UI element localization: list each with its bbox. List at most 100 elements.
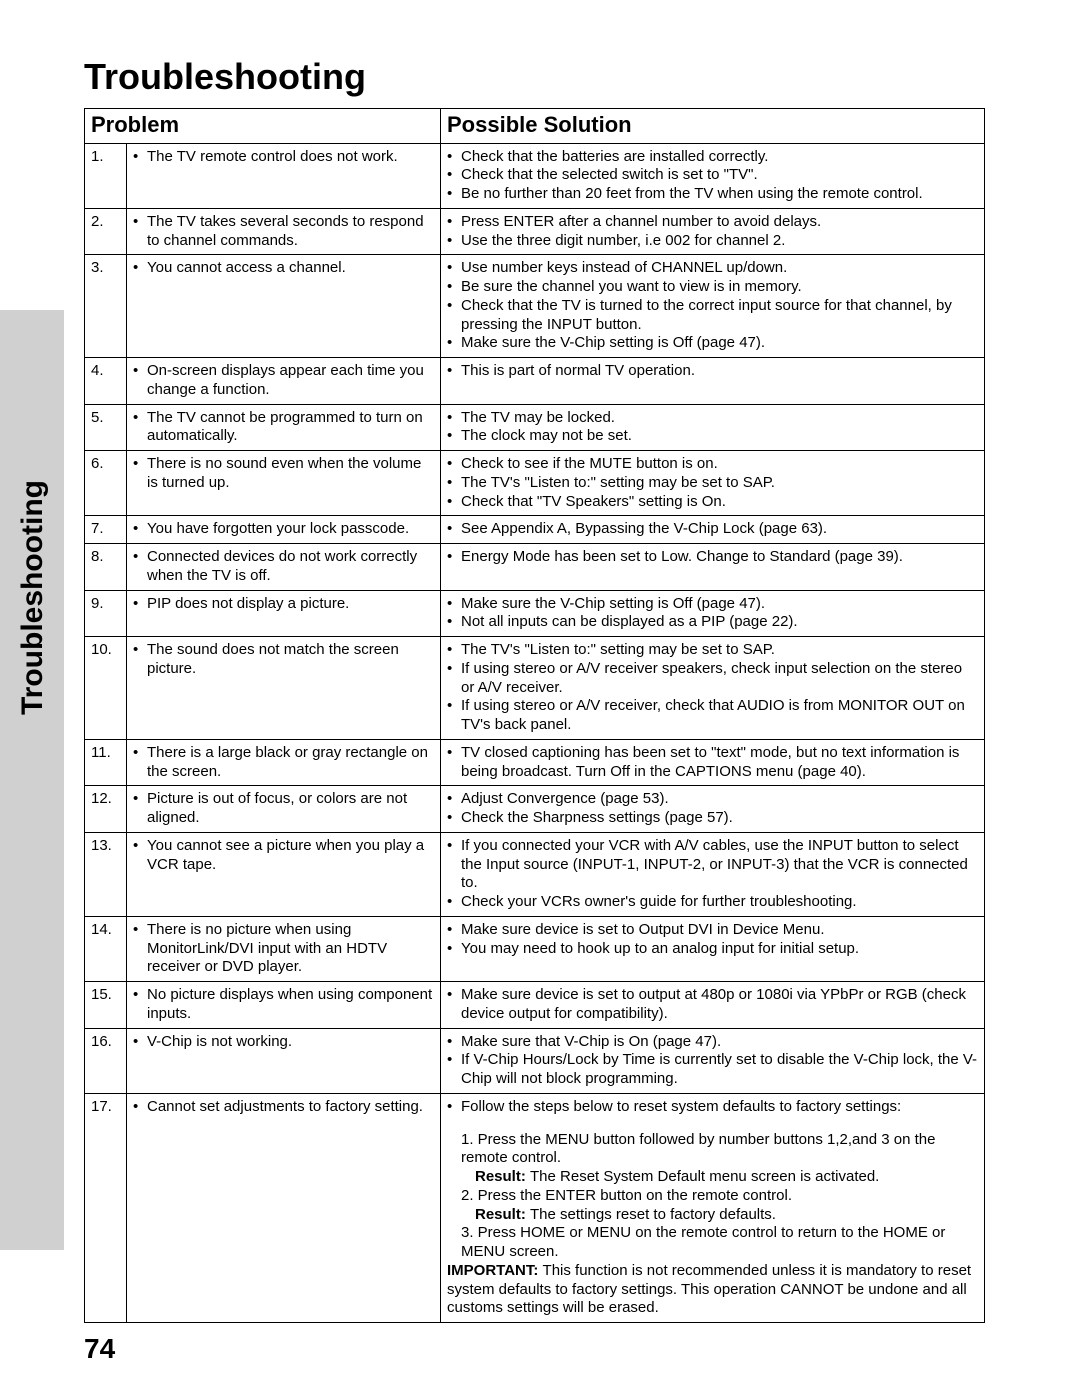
- row-number: 8.: [85, 544, 127, 591]
- result-label: Result:: [475, 1206, 530, 1223]
- problem-cell: On-screen displays appear each time you …: [127, 358, 441, 405]
- solution-item: Check that "TV Speakers" setting is On.: [447, 493, 978, 512]
- solution-item: The clock may not be set.: [447, 427, 978, 446]
- problem-cell: The TV takes several seconds to respond …: [127, 208, 441, 255]
- table-row: 14.There is no picture when using Monito…: [85, 916, 985, 981]
- row-number: 11.: [85, 739, 127, 786]
- solution-list: Make sure device is set to Output DVI in…: [447, 921, 978, 959]
- problem-list: Picture is out of focus, or colors are n…: [133, 790, 434, 828]
- solution-list: Check to see if the MUTE button is on.Th…: [447, 455, 978, 511]
- table-row: 9. PIP does not display a picture. Make su…: [85, 590, 985, 637]
- problem-list: The TV remote control does not work.: [133, 148, 434, 167]
- problem-list: V-Chip is not working.: [133, 1033, 434, 1052]
- solution-item: The TV may be locked.: [447, 409, 978, 428]
- table-row: 17.Cannot set adjustments to factory set…: [85, 1093, 985, 1322]
- row-number: 4.: [85, 358, 127, 405]
- problem-list: There is no sound even when the volume i…: [133, 455, 434, 493]
- problem-list: You cannot see a picture when you play a…: [133, 837, 434, 875]
- problem-item: PIP does not display a picture.: [133, 595, 434, 614]
- problem-cell: You cannot see a picture when you play a…: [127, 832, 441, 916]
- solution-item: If using stereo or A/V receiver, check t…: [447, 697, 978, 735]
- table-row: 13.You cannot see a picture when you pla…: [85, 832, 985, 916]
- solution-list: Make sure that V-Chip is On (page 47).If…: [447, 1033, 978, 1089]
- table-row: 1.The TV remote control does not work.Ch…: [85, 143, 985, 208]
- manual-page: Troubleshooting Troubleshooting Problem …: [0, 0, 1080, 1397]
- solution-item: Press ENTER after a channel number to av…: [447, 213, 978, 232]
- solution-list: Use number keys instead of CHANNEL up/do…: [447, 259, 978, 353]
- solution-step: 2. Press the ENTER button on the remote …: [447, 1187, 978, 1206]
- problem-cell: No picture displays when using component…: [127, 982, 441, 1029]
- row-number: 2.: [85, 208, 127, 255]
- problem-item: On-screen displays appear each time you …: [133, 362, 434, 400]
- solution-item: Check that the TV is turned to the corre…: [447, 297, 978, 335]
- row-number: 6.: [85, 451, 127, 516]
- solution-item: See Appendix A, Bypassing the V-Chip Loc…: [447, 520, 978, 539]
- problem-item: No picture displays when using component…: [133, 986, 434, 1024]
- table-row: 6.There is no sound even when the volume…: [85, 451, 985, 516]
- solution-cell: Check to see if the MUTE button is on.Th…: [441, 451, 985, 516]
- problem-list: The TV takes several seconds to respond …: [133, 213, 434, 251]
- problem-cell: There is no sound even when the volume i…: [127, 451, 441, 516]
- solution-item: TV closed captioning has been set to "te…: [447, 744, 978, 782]
- solution-cell: Make sure device is set to output at 480…: [441, 982, 985, 1029]
- table-row: 2.The TV takes several seconds to respon…: [85, 208, 985, 255]
- solution-list: This is part of normal TV operation.: [447, 362, 978, 381]
- solution-cell: Energy Mode has been set to Low. Change …: [441, 544, 985, 591]
- row-number: 16.: [85, 1028, 127, 1093]
- row-number: 12.: [85, 786, 127, 833]
- col-header-problem: Problem: [85, 109, 441, 144]
- solution-list: If you connected your VCR with A/V cable…: [447, 837, 978, 912]
- row-number: 15.: [85, 982, 127, 1029]
- problem-item: Cannot set adjustments to factory settin…: [133, 1098, 434, 1117]
- solution-item: Check that the batteries are installed c…: [447, 148, 978, 167]
- problem-list: Connected devices do not work correctly …: [133, 548, 434, 586]
- side-tab-label: Troubleshooting: [16, 480, 50, 715]
- table-row: 4.On-screen displays appear each time yo…: [85, 358, 985, 405]
- solution-item: Be no further than 20 feet from the TV w…: [447, 185, 978, 204]
- important-label: IMPORTANT:: [447, 1262, 543, 1279]
- row-number: 14.: [85, 916, 127, 981]
- table-row: 16. V-Chip is not working. Make sure that …: [85, 1028, 985, 1093]
- problem-list: On-screen displays appear each time you …: [133, 362, 434, 400]
- solution-item: Use the three digit number, i.e 002 for …: [447, 232, 978, 251]
- solution-item: Be sure the channel you want to view is …: [447, 278, 978, 297]
- solution-item: Energy Mode has been set to Low. Change …: [447, 548, 978, 567]
- solution-list: Follow the steps below to reset system d…: [447, 1098, 978, 1117]
- problem-list: PIP does not display a picture.: [133, 595, 434, 614]
- content-area: Troubleshooting Problem Possible Solutio…: [84, 56, 984, 1323]
- problem-item: Connected devices do not work correctly …: [133, 548, 434, 586]
- problem-cell: The TV remote control does not work.: [127, 143, 441, 208]
- solution-list: Press ENTER after a channel number to av…: [447, 213, 978, 251]
- solution-list: Make sure device is set to output at 480…: [447, 986, 978, 1024]
- solution-list: The TV's "Listen to:" setting may be set…: [447, 641, 978, 735]
- problem-cell: Picture is out of focus, or colors are n…: [127, 786, 441, 833]
- solution-item: Make sure device is set to output at 480…: [447, 986, 978, 1024]
- page-number: 74: [84, 1333, 115, 1365]
- table-row: 12.Picture is out of focus, or colors ar…: [85, 786, 985, 833]
- solution-cell: Make sure that V-Chip is On (page 47).If…: [441, 1028, 985, 1093]
- problem-cell: You have forgotten your lock passcode.: [127, 516, 441, 544]
- solution-list: Energy Mode has been set to Low. Change …: [447, 548, 978, 567]
- important-note: IMPORTANT: This function is not recommen…: [447, 1262, 978, 1318]
- row-number: 7.: [85, 516, 127, 544]
- row-number: 9.: [85, 590, 127, 637]
- problem-cell: You cannot access a channel.: [127, 255, 441, 358]
- result-label: Result:: [475, 1168, 530, 1185]
- solution-list: Make sure the V-Chip setting is Off (pag…: [447, 595, 978, 633]
- solution-item: Check the Sharpness settings (page 57).: [447, 809, 978, 828]
- solution-cell: The TV may be locked.The clock may not b…: [441, 404, 985, 451]
- page-title: Troubleshooting: [84, 56, 984, 98]
- solution-item: The TV's "Listen to:" setting may be set…: [447, 641, 978, 660]
- solution-item: Make sure device is set to Output DVI in…: [447, 921, 978, 940]
- solution-cell: This is part of normal TV operation.: [441, 358, 985, 405]
- solution-cell: Check that the batteries are installed c…: [441, 143, 985, 208]
- problem-item: The TV remote control does not work.: [133, 148, 434, 167]
- spacer: [447, 1117, 978, 1131]
- solution-item: This is part of normal TV operation.: [447, 362, 978, 381]
- solution-item: You may need to hook up to an analog inp…: [447, 940, 978, 959]
- solution-item: Follow the steps below to reset system d…: [447, 1098, 978, 1117]
- problem-cell: Connected devices do not work correctly …: [127, 544, 441, 591]
- problem-item: You cannot access a channel.: [133, 259, 434, 278]
- solution-cell: Make sure the V-Chip setting is Off (pag…: [441, 590, 985, 637]
- problem-list: There is a large black or gray rectangle…: [133, 744, 434, 782]
